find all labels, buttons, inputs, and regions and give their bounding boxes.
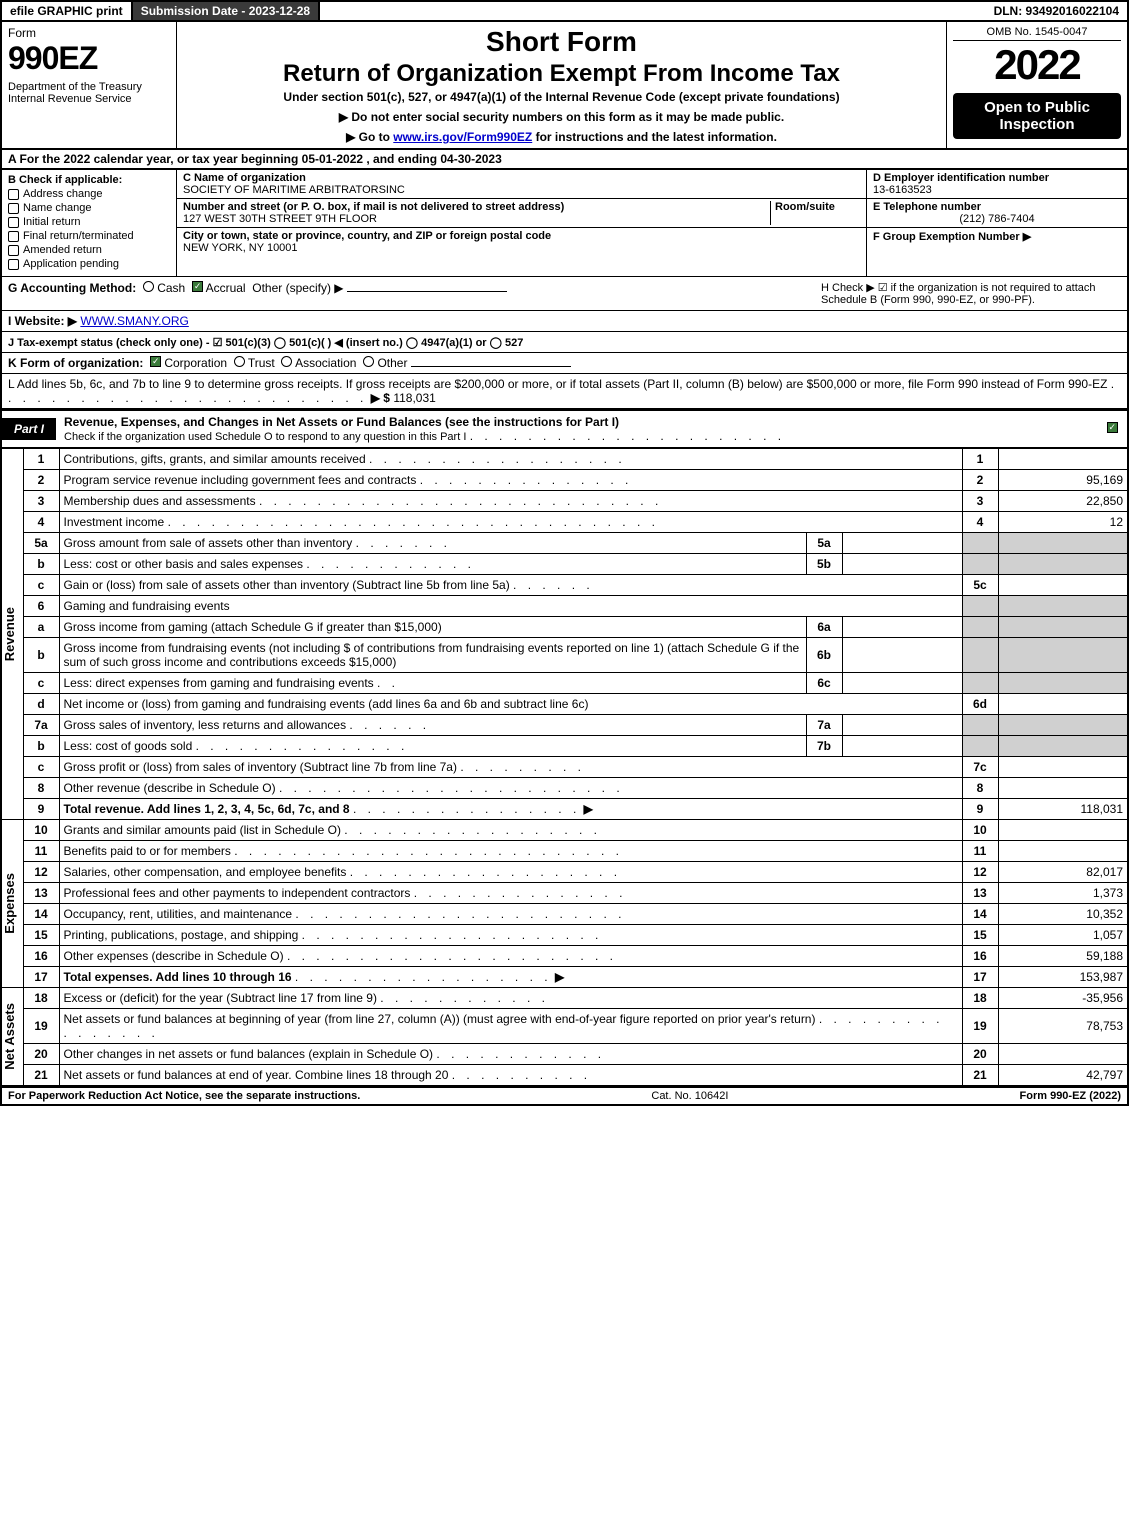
line-13-value: 1,373 xyxy=(998,883,1128,904)
section-a-tax-year: A For the 2022 calendar year, or tax yea… xyxy=(0,150,1129,170)
chk-final-return[interactable]: Final return/terminated xyxy=(8,230,170,242)
chk-amended-return[interactable]: Amended return xyxy=(8,244,170,256)
short-form-title: Short Form xyxy=(183,26,940,58)
line-2-value: 95,169 xyxy=(998,470,1128,491)
net-assets-section-label: Net Assets xyxy=(1,988,23,1087)
room-label: Room/suite xyxy=(775,201,860,213)
instr2-pre: ▶ Go to xyxy=(346,130,393,144)
submission-date-label: Submission Date - 2023-12-28 xyxy=(133,2,320,20)
footer-left: For Paperwork Reduction Act Notice, see … xyxy=(8,1090,360,1102)
radio-icon[interactable] xyxy=(281,356,292,367)
row-k-org-form: K Form of organization: Corporation Trus… xyxy=(0,353,1129,374)
city-value: NEW YORK, NY 10001 xyxy=(183,242,860,254)
header-left: Form 990EZ Department of the Treasury In… xyxy=(2,22,177,148)
main-title: Return of Organization Exempt From Incom… xyxy=(183,60,940,88)
subtitle: Under section 501(c), 527, or 4947(a)(1)… xyxy=(183,90,940,104)
open-public-badge: Open to Public Inspection xyxy=(953,93,1121,139)
checkbox-icon xyxy=(8,231,19,242)
column-def: D Employer identification number 13-6163… xyxy=(867,170,1127,276)
g-label: G Accounting Method: xyxy=(8,281,136,295)
radio-icon[interactable] xyxy=(143,281,154,292)
part-1-header: Part I Revenue, Expenses, and Changes in… xyxy=(0,410,1129,449)
row-l-gross-receipts: L Add lines 5b, 6c, and 7b to line 9 to … xyxy=(0,374,1129,410)
block-bcdef: B Check if applicable: Address change Na… xyxy=(0,170,1129,277)
line-21-value: 42,797 xyxy=(998,1065,1128,1087)
header-center: Short Form Return of Organization Exempt… xyxy=(177,22,947,148)
instr2-post: for instructions and the latest informat… xyxy=(532,130,777,144)
col-b-title: B Check if applicable: xyxy=(8,174,170,186)
group-exemption-label: F Group Exemption Number ▶ xyxy=(873,230,1121,243)
line-3-value: 22,850 xyxy=(998,491,1128,512)
phone-label: E Telephone number xyxy=(873,201,1121,213)
line-12-value: 82,017 xyxy=(998,862,1128,883)
chk-initial-return[interactable]: Initial return xyxy=(8,216,170,228)
checkbox-icon xyxy=(8,189,19,200)
page-footer: For Paperwork Reduction Act Notice, see … xyxy=(0,1087,1129,1106)
chk-address-change[interactable]: Address change xyxy=(8,188,170,200)
checkbox-icon xyxy=(8,259,19,270)
phone-value: (212) 786-7404 xyxy=(873,213,1121,225)
org-name: SOCIETY OF MARITIME ARBITRATORSINC xyxy=(183,184,860,196)
street-value: 127 WEST 30TH STREET 9TH FLOOR xyxy=(183,213,770,225)
radio-icon[interactable] xyxy=(363,356,374,367)
revenue-section-label: Revenue xyxy=(1,449,23,820)
line-15-value: 1,057 xyxy=(998,925,1128,946)
line-18-value: -35,956 xyxy=(998,988,1128,1009)
instruction-2: ▶ Go to www.irs.gov/Form990EZ for instru… xyxy=(183,130,940,144)
form-number: 990EZ xyxy=(8,40,170,77)
column-c: C Name of organization SOCIETY OF MARITI… xyxy=(177,170,867,276)
website-link[interactable]: WWW.SMANY.ORG xyxy=(80,314,188,328)
checkbox-icon xyxy=(8,217,19,228)
line-19-value: 78,753 xyxy=(998,1009,1128,1044)
column-b: B Check if applicable: Address change Na… xyxy=(2,170,177,276)
chk-name-change[interactable]: Name change xyxy=(8,202,170,214)
footer-form-ref: Form 990-EZ (2022) xyxy=(1020,1090,1121,1102)
chk-application-pending[interactable]: Application pending xyxy=(8,258,170,270)
department-label: Department of the Treasury Internal Reve… xyxy=(8,81,170,105)
line-17-total-expenses: 153,987 xyxy=(998,967,1128,988)
city-label: City or town, state or province, country… xyxy=(183,230,860,242)
checkbox-icon xyxy=(8,245,19,256)
radio-icon[interactable] xyxy=(234,356,245,367)
row-g-h: G Accounting Method: Cash Accrual Other … xyxy=(0,277,1129,311)
irs-link[interactable]: www.irs.gov/Form990EZ xyxy=(393,130,532,144)
ein-value: 13-6163523 xyxy=(873,184,1121,196)
checkbox-checked-icon[interactable] xyxy=(1107,422,1118,433)
dln-label: DLN: 93492016022104 xyxy=(986,2,1127,20)
row-j-tax-exempt: J Tax-exempt status (check only one) - ☑… xyxy=(0,332,1129,353)
part-1-tab: Part I xyxy=(2,418,56,440)
checkbox-checked-icon[interactable] xyxy=(192,281,203,292)
part-1-table: Revenue 1 Contributions, gifts, grants, … xyxy=(0,449,1129,1087)
line-1-value xyxy=(998,449,1128,470)
header-right: OMB No. 1545-0047 2022 Open to Public In… xyxy=(947,22,1127,148)
line-4-value: 12 xyxy=(998,512,1128,533)
tax-year: 2022 xyxy=(953,41,1121,89)
top-bar: efile GRAPHIC print Submission Date - 20… xyxy=(0,0,1129,22)
form-label: Form xyxy=(8,26,170,40)
instruction-1: ▶ Do not enter social security numbers o… xyxy=(183,110,940,124)
line-14-value: 10,352 xyxy=(998,904,1128,925)
efile-print-label: efile GRAPHIC print xyxy=(2,2,133,20)
row-i-website: I Website: ▶ WWW.SMANY.ORG xyxy=(0,311,1129,332)
org-name-label: C Name of organization xyxy=(183,172,860,184)
line-num: 1 xyxy=(23,449,59,470)
checkbox-icon xyxy=(8,203,19,214)
street-label: Number and street (or P. O. box, if mail… xyxy=(183,201,770,213)
form-header: Form 990EZ Department of the Treasury In… xyxy=(0,22,1129,150)
expenses-section-label: Expenses xyxy=(1,820,23,988)
part-1-title: Revenue, Expenses, and Changes in Net As… xyxy=(64,415,619,429)
line-9-total-revenue: 118,031 xyxy=(998,799,1128,820)
footer-cat-no: Cat. No. 10642I xyxy=(360,1090,1019,1102)
part-1-check-instruction: Check if the organization used Schedule … xyxy=(64,431,466,443)
ein-label: D Employer identification number xyxy=(873,172,1121,184)
omb-number: OMB No. 1545-0047 xyxy=(953,26,1121,41)
h-schedule-b-note: H Check ▶ ☑ if the organization is not r… xyxy=(821,281,1121,306)
line-16-value: 59,188 xyxy=(998,946,1128,967)
gross-receipts-value: 118,031 xyxy=(393,391,436,405)
checkbox-checked-icon[interactable] xyxy=(150,356,161,367)
